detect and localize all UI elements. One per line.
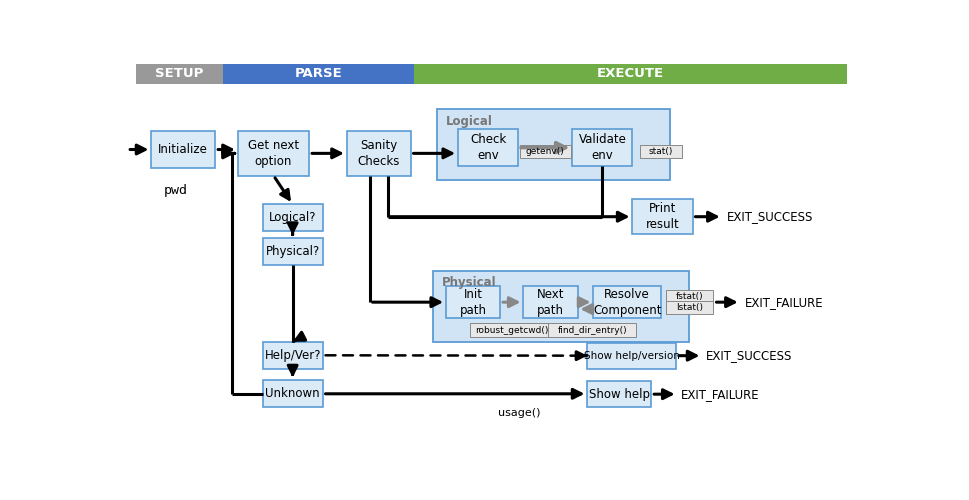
Text: Validate
env: Validate env [578,133,626,162]
FancyBboxPatch shape [263,380,323,407]
Text: Unknown: Unknown [266,388,320,400]
Text: Print
result: Print result [645,202,678,231]
FancyBboxPatch shape [547,324,636,337]
Text: fstat(): fstat() [675,292,703,302]
Text: Resolve
Component: Resolve Component [592,288,661,316]
Text: Get next
option: Get next option [248,139,298,168]
FancyBboxPatch shape [457,130,517,166]
Text: EXIT_FAILURE: EXIT_FAILURE [743,296,823,308]
FancyBboxPatch shape [263,204,323,232]
FancyBboxPatch shape [523,286,577,318]
Text: Show help: Show help [588,388,649,400]
FancyBboxPatch shape [223,64,414,84]
Text: EXIT_SUCCESS: EXIT_SUCCESS [705,349,792,362]
FancyBboxPatch shape [136,64,223,84]
Text: Physical: Physical [442,276,496,289]
FancyBboxPatch shape [666,300,712,314]
Text: getenv(): getenv() [525,147,564,156]
Text: Help/Ver?: Help/Ver? [265,349,321,362]
Text: Logical?: Logical? [268,212,316,224]
FancyBboxPatch shape [593,286,660,318]
FancyBboxPatch shape [519,144,570,158]
FancyBboxPatch shape [470,324,553,337]
FancyBboxPatch shape [151,131,215,168]
FancyBboxPatch shape [346,131,410,176]
Text: usage(): usage() [498,408,541,418]
Text: EXIT_FAILURE: EXIT_FAILURE [680,388,759,400]
Text: Check
env: Check env [470,133,506,162]
FancyBboxPatch shape [640,144,681,158]
FancyBboxPatch shape [446,286,500,318]
FancyBboxPatch shape [666,290,712,304]
Text: Physical?: Physical? [266,245,320,258]
Text: Init
path: Init path [459,288,486,316]
FancyBboxPatch shape [237,131,309,176]
FancyBboxPatch shape [263,342,323,369]
Text: Sanity
Checks: Sanity Checks [358,139,399,168]
Text: find_dir_entry(): find_dir_entry() [557,326,626,335]
Text: pwd: pwd [163,184,187,198]
FancyBboxPatch shape [414,64,846,84]
FancyBboxPatch shape [433,270,688,342]
Text: PARSE: PARSE [295,68,342,80]
FancyBboxPatch shape [263,238,323,265]
Text: Show help/version: Show help/version [583,350,679,360]
FancyBboxPatch shape [632,200,692,234]
Text: Initialize: Initialize [158,143,208,156]
Text: EXIT_SUCCESS: EXIT_SUCCESS [726,210,812,223]
Text: SETUP: SETUP [155,68,203,80]
FancyBboxPatch shape [572,130,632,166]
Text: EXECUTE: EXECUTE [596,68,664,80]
Text: lstat(): lstat() [675,303,703,312]
Text: stat(): stat() [648,147,672,156]
Text: Logical: Logical [446,114,492,128]
Text: robust_getcwd(): robust_getcwd() [475,326,547,335]
FancyBboxPatch shape [436,109,670,180]
FancyBboxPatch shape [586,342,675,369]
FancyBboxPatch shape [586,381,650,407]
Text: Next
path: Next path [536,288,564,316]
